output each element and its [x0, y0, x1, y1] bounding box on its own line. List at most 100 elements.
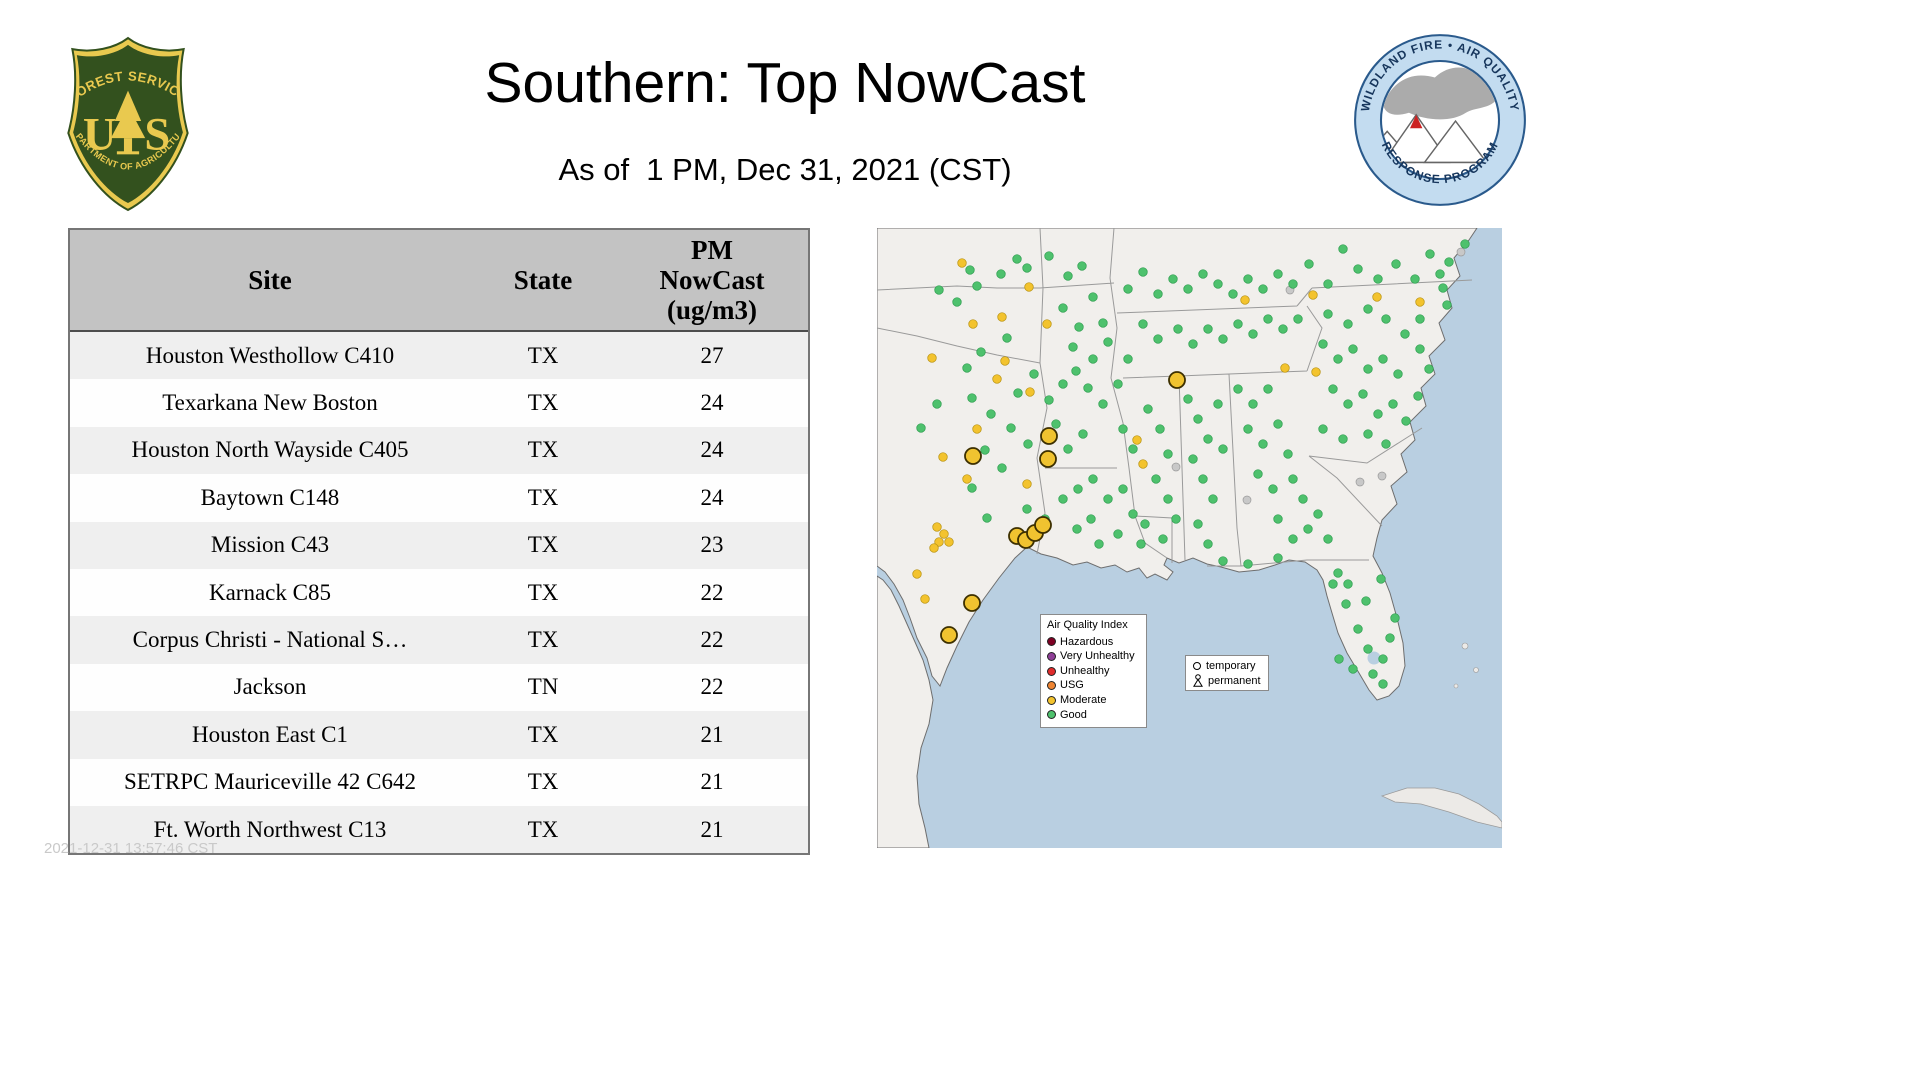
monitor-dot-good: [1136, 539, 1146, 549]
monitor-dot-moderate: [1024, 282, 1034, 292]
aqi-legend-item: Moderate: [1047, 693, 1140, 708]
monitor-dot-good: [1248, 399, 1258, 409]
monitor-dot-good: [982, 513, 992, 523]
monitor-dot-good: [1183, 284, 1193, 294]
monitor-dot-good: [986, 409, 996, 419]
monitor-dot-good: [1023, 439, 1033, 449]
aqi-legend-color-dot: [1047, 637, 1056, 647]
monitor-dot-moderate: [932, 522, 942, 532]
monitor-dot-good: [1158, 534, 1168, 544]
flame-marker-icon: [1409, 114, 1423, 129]
aqi-legend-color-dot: [1047, 695, 1056, 705]
monitor-dot-good: [1460, 239, 1470, 249]
monitor-dot-good: [1193, 414, 1203, 424]
monitor-dot-good: [1118, 424, 1128, 434]
monitor-dot-good: [1113, 529, 1123, 539]
monitor-dot-good: [1203, 324, 1213, 334]
monitor-dot-top: [940, 626, 958, 644]
monitor-dot-moderate: [1000, 356, 1010, 366]
monitor-dot-good: [1168, 274, 1178, 284]
state-borders: [877, 228, 1473, 567]
monitor-dot-good: [1218, 556, 1228, 566]
monitor-dot-good: [1410, 274, 1420, 284]
monitor-dot-moderate: [920, 594, 930, 604]
cell-site: Ft. Worth Northwest C13: [153, 816, 387, 842]
monitor-dot-good: [1363, 364, 1373, 374]
monitor-dot-good: [1424, 364, 1434, 374]
monitor-dot-good: [1258, 439, 1268, 449]
aqi-legend-color-dot: [1047, 666, 1056, 676]
pine-tree-icon: [110, 90, 146, 155]
monitor-dot-good: [1298, 494, 1308, 504]
monitor-dot-good: [1218, 444, 1228, 454]
monitor-dot-good: [1343, 399, 1353, 409]
cell-state: TX: [527, 627, 559, 653]
aqi-legend-items: Hazardous Very Unhealthy Unhealthy USG Moder…: [1047, 635, 1140, 723]
aqi-legend-title: Air Quality Index: [1047, 619, 1128, 631]
monitor-dot-good: [1348, 664, 1358, 674]
table-row: Houston East C1 TX 21: [70, 711, 808, 759]
cell-site: Corpus Christi - National S…: [132, 627, 408, 653]
monitor-dot-moderate: [1022, 479, 1032, 489]
monitor-dot-good: [1273, 269, 1283, 279]
monitor-dot-good: [1278, 324, 1288, 334]
aqi-legend-color-dot: [1047, 681, 1056, 691]
monitor-dot-good: [1058, 494, 1068, 504]
cell-state: TX: [527, 390, 559, 416]
cell-site: Texarkana New Boston: [162, 390, 378, 416]
monitor-dot-good: [1203, 434, 1213, 444]
monitor-dot-moderate: [934, 537, 944, 547]
monitor-dot-good: [1183, 394, 1193, 404]
page-subtitle: As of 1 PM, Dec 31, 2021 (CST): [558, 152, 1012, 187]
monitor-dot-good: [1153, 289, 1163, 299]
monitor-dot-top: [963, 594, 981, 612]
monitor-dot-moderate: [1042, 319, 1052, 329]
monitor-dot-good: [1400, 329, 1410, 339]
monitor-dot-good: [1123, 354, 1133, 364]
nowcast-table: Site State PM NowCast (ug/m3) Houston We…: [68, 228, 810, 856]
monitor-dot-good: [1088, 292, 1098, 302]
monitor-dot-good: [1155, 424, 1165, 434]
monitor-dot-good: [1098, 399, 1108, 409]
monitor-dot-good: [1118, 484, 1128, 494]
cell-value: 22: [700, 627, 724, 653]
cell-state: TX: [527, 721, 559, 747]
cell-value: 23: [700, 532, 724, 558]
cell-site: Houston Westhollow C410: [145, 342, 395, 368]
monitor-dot-good: [1323, 309, 1333, 319]
aqi-legend-label: Hazardous: [1060, 635, 1114, 648]
monitor-dot-good: [1233, 319, 1243, 329]
monitor-dot-moderate: [927, 353, 937, 363]
monitor-dot-good: [1438, 283, 1448, 293]
temporary-label: temporary: [1206, 659, 1256, 672]
smoke-plume-shape: [1383, 67, 1498, 120]
table-body: Houston Westhollow C410 TX 27 Texarkana New…: [70, 332, 808, 854]
cell-value: 21: [700, 769, 724, 795]
monitor-dot-good: [1138, 267, 1148, 277]
monitor-dot-moderate: [997, 312, 1007, 322]
monitor-dot-good: [1203, 539, 1213, 549]
marker-type-legend: temporary permanent: [1185, 655, 1269, 691]
cell-site: Jackson: [233, 674, 307, 700]
monitor-dot-good: [1378, 354, 1388, 364]
cell-value: 22: [700, 674, 724, 700]
monitor-dot-good: [1058, 379, 1068, 389]
header-state: State: [513, 264, 573, 295]
monitor-dot-good: [1273, 553, 1283, 563]
letter-s: S: [144, 109, 170, 160]
monitor-dot-good: [1415, 314, 1425, 324]
monitor-dot-good: [1323, 279, 1333, 289]
temporary-marker-icon: [1193, 661, 1201, 670]
monitor-dot-good: [1243, 274, 1253, 284]
monitor-dot-moderate: [944, 537, 954, 547]
generation-timestamp: 2021-12-31 13:57:46 CST: [44, 840, 218, 857]
monitor-dot-good: [1228, 289, 1238, 299]
monitor-dot-good: [1373, 274, 1383, 284]
monitor-dot-good: [1051, 419, 1061, 429]
monitor-dot-good: [1151, 474, 1161, 484]
monitor-dot-good: [1401, 416, 1411, 426]
monitor-dot-good: [1415, 344, 1425, 354]
monitor-dot-good: [1073, 484, 1083, 494]
monitor-dot-good: [1263, 384, 1273, 394]
monitor-dot-good: [1243, 559, 1253, 569]
